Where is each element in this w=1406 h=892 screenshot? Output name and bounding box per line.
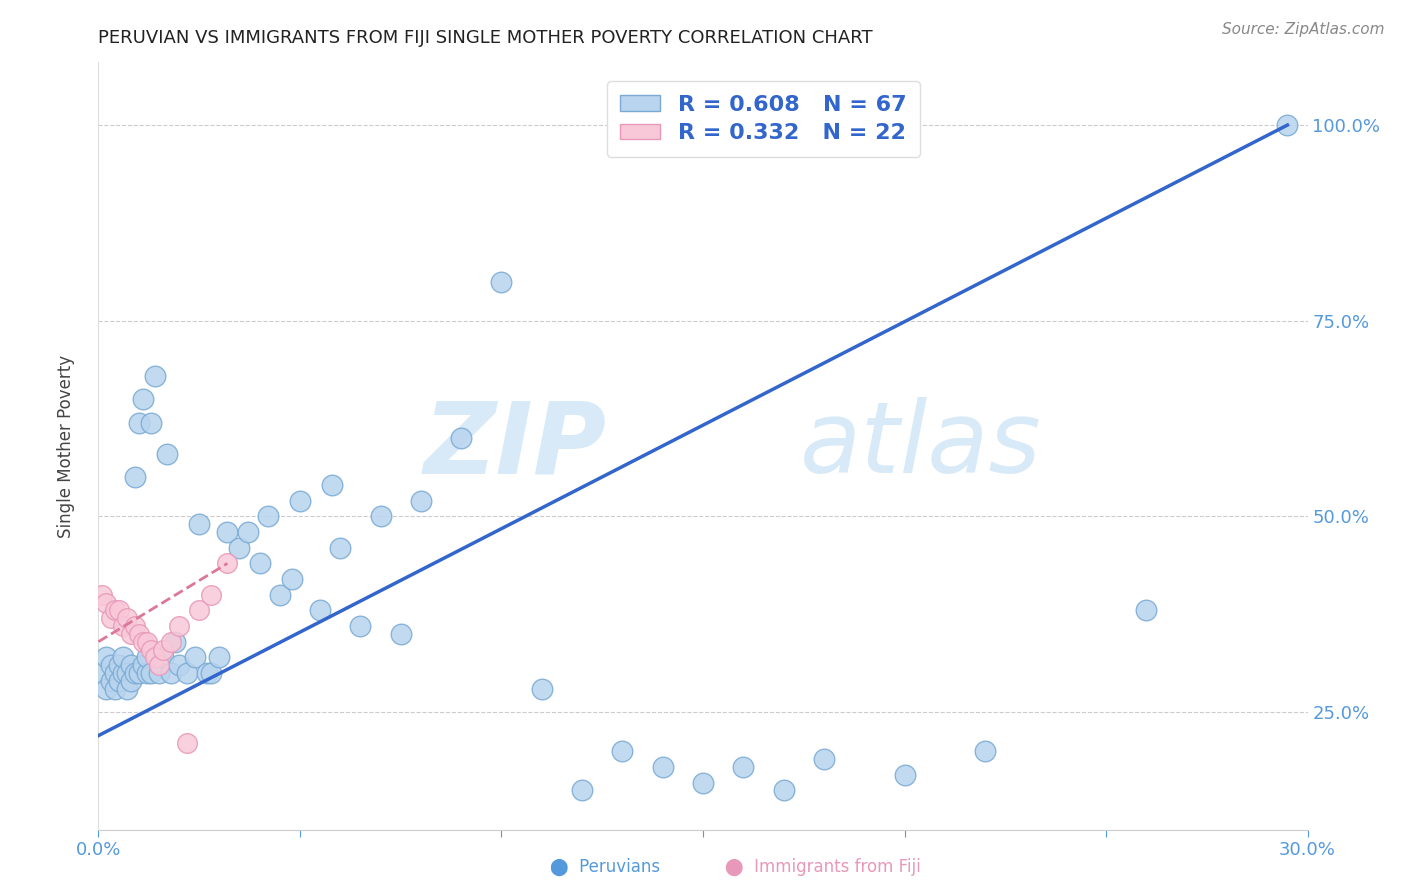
Point [370,509,392,524]
Point [100,611,122,625]
Point [132,658,155,673]
Point [184,650,207,665]
Point [228,541,250,555]
Y-axis label: Single Mother Poverty: Single Mother Poverty [56,354,75,538]
Point [651,760,673,774]
Point [612,744,634,758]
Point [530,681,553,696]
Point [163,634,186,648]
Point [195,665,218,680]
Point [135,650,157,665]
Point [176,665,198,680]
Point [321,478,343,492]
Point [111,619,134,633]
Point [91,588,114,602]
Point [389,627,412,641]
Point [111,650,134,665]
Point [281,572,304,586]
Point [96,650,118,665]
Point [571,783,593,797]
Point [329,541,352,555]
Point [200,588,222,602]
Point [256,509,278,524]
Point [167,619,190,633]
Point [115,611,138,625]
Text: PERUVIAN VS IMMIGRANTS FROM FIJI SINGLE MOTHER POVERTY CORRELATION CHART: PERUVIAN VS IMMIGRANTS FROM FIJI SINGLE … [98,29,873,47]
Point [139,416,162,430]
Point [100,658,122,673]
Point [143,368,166,383]
Point [128,627,150,641]
Text: Source: ZipAtlas.com: Source: ZipAtlas.com [1222,22,1385,37]
Point [132,392,155,406]
Point [152,650,174,665]
Point [1277,118,1299,132]
Point [135,634,157,648]
Point [217,557,239,571]
Point [96,681,118,696]
Point [115,681,138,696]
Point [100,673,122,688]
Point [124,665,146,680]
Point [120,627,142,641]
Point [893,768,915,782]
Point [208,650,231,665]
Point [160,634,183,648]
Point [148,665,170,680]
Point [107,673,129,688]
Point [772,783,794,797]
Point [160,665,183,680]
Point [176,736,198,750]
Point [120,673,142,688]
Point [124,619,146,633]
Point [139,665,162,680]
Point [143,650,166,665]
Point [135,665,157,680]
Point [309,603,332,617]
Point [120,658,142,673]
Point [288,493,311,508]
Point [188,603,211,617]
Point [96,596,118,610]
Point [148,658,170,673]
Point [124,470,146,484]
Point [132,634,155,648]
Point [111,665,134,680]
Point [349,619,371,633]
Point [813,752,835,766]
Point [103,681,125,696]
Point [103,603,125,617]
Point [217,525,239,540]
Point [491,275,513,289]
Point [115,665,138,680]
Text: ⬤  Immigrants from Fiji: ⬤ Immigrants from Fiji [724,858,921,876]
Point [409,493,432,508]
Legend: R = 0.608   N = 67, R = 0.332   N = 22: R = 0.608 N = 67, R = 0.332 N = 22 [607,81,920,157]
Text: atlas: atlas [800,398,1042,494]
Point [91,665,114,680]
Point [692,775,714,789]
Point [200,665,222,680]
Point [249,557,271,571]
Point [139,642,162,657]
Point [167,658,190,673]
Point [128,665,150,680]
Point [107,603,129,617]
Point [269,588,291,602]
Point [107,658,129,673]
Point [188,517,211,532]
Point [152,642,174,657]
Point [103,665,125,680]
Point [450,431,472,445]
Text: ZIP: ZIP [423,398,606,494]
Point [236,525,259,540]
Point [974,744,997,758]
Point [156,447,179,461]
Point [128,416,150,430]
Point [1135,603,1157,617]
Text: ⬤  Peruvians: ⬤ Peruvians [550,858,659,876]
Point [733,760,755,774]
